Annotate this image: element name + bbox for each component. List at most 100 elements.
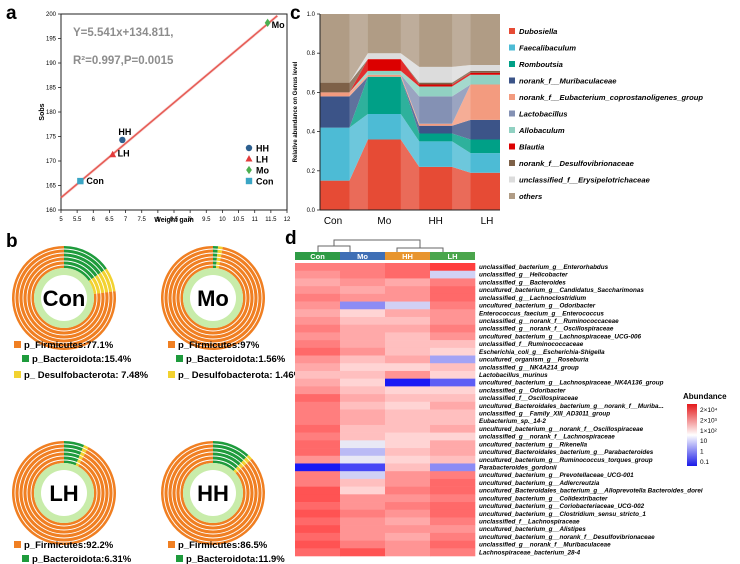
- row-label: unclassified_g__norank_f__Muribaculaceae: [479, 542, 611, 549]
- ring-divider: [179, 459, 247, 527]
- x-axis-label: Weight gain: [154, 217, 194, 224]
- legend-text-firmicutes: p_Firmicutes:77.1%: [24, 340, 114, 351]
- legend-swatch-firmicutes: [168, 341, 175, 348]
- row-label: Lachnospiraceae_bacterium_28-4: [479, 549, 581, 556]
- heatmap-cell: [385, 532, 431, 541]
- heatmap-cell: [340, 409, 386, 418]
- heatmap-cell: [295, 478, 341, 487]
- heatmap-cell: [430, 378, 476, 387]
- legend-label: Lactobacillus: [519, 110, 568, 119]
- heatmap-cell: [295, 455, 341, 464]
- heatmap-cell: [385, 270, 431, 279]
- y-tick-label: 180: [46, 110, 57, 116]
- x-tick-label: 5: [59, 217, 63, 223]
- heatmap-cell: [430, 540, 476, 549]
- heatmap-cell: [340, 324, 386, 333]
- area-allobaculum: [320, 70, 500, 97]
- heatmap-cell: [385, 309, 431, 318]
- heatmap-cell: [340, 355, 386, 364]
- column-header-mo: [340, 252, 385, 260]
- heatmap-cell: [385, 494, 431, 503]
- heatmap-cell: [340, 440, 386, 449]
- legend-swatch: [509, 28, 515, 34]
- heatmap-cell: [430, 417, 476, 426]
- x-tick-label: 11: [252, 217, 259, 223]
- heatmap-cell: [295, 448, 341, 457]
- donut-lh: LH p_Firmicutes:92.2% p_Bacteroidota:6.31%…: [11, 441, 132, 564]
- legend-swatch-bacteroidota: [22, 555, 29, 562]
- heatmap-cell: [430, 409, 476, 418]
- heatmap-cell: [430, 548, 476, 557]
- donut-center-label: Con: [43, 286, 86, 311]
- heatmap-cell: [430, 340, 476, 349]
- column-header-lh: [430, 252, 475, 260]
- panel-letter-d: d: [285, 228, 297, 249]
- area-norank-f-eubacterium-coprostanoligenes-group: [320, 74, 500, 126]
- heatmap-cell: [385, 386, 431, 395]
- ring-divider: [163, 443, 263, 543]
- heatmap-cell: [295, 463, 341, 472]
- heatmap-cell: [295, 286, 341, 295]
- row-label: uncultured_bacterium_g__Adlercreutzia: [479, 480, 600, 487]
- heatmap-cell: [295, 548, 341, 557]
- heatmap-cell: [385, 378, 431, 387]
- x-tick-label: 5.5: [73, 217, 82, 223]
- column-header-label: HH: [402, 252, 413, 261]
- y-tick-label: 190: [46, 61, 57, 67]
- row-label: uncultured_bacterium_g__Clostridium_sens…: [479, 511, 646, 518]
- donut-center-label: Mo: [197, 286, 229, 311]
- row-label: Eubacterium_sp._14-2: [479, 418, 546, 425]
- y-tick-label: 165: [46, 184, 57, 190]
- heatmap-cell: [340, 424, 386, 433]
- legend-text-bacteroidota: p_Bacteroidota:6.31%: [32, 554, 132, 564]
- heatmap-cell: [385, 517, 431, 526]
- heatmap-cell: [340, 517, 386, 526]
- heatmap-cell: [340, 478, 386, 487]
- row-label: uncultured_bacterium_g__Rikenella: [479, 441, 588, 448]
- row-label: uncultured_organism_g__Roseburia: [479, 357, 589, 364]
- panel-letter-c: c: [290, 3, 301, 24]
- point-label-hh: HH: [118, 127, 131, 137]
- heatmap-cell: [385, 486, 431, 495]
- ring-divider: [18, 447, 110, 539]
- heatmap-cell: [295, 517, 341, 526]
- ring-divider: [26, 260, 102, 336]
- y-axis-label: Relative abundance on Genus level: [293, 61, 299, 162]
- x-tick-label: LH: [481, 216, 494, 227]
- heatmap-cell: [295, 316, 341, 325]
- row-label: uncultured_bacterium_g__Odoribacter: [479, 303, 596, 310]
- heatmap-cell: [340, 394, 386, 403]
- x-axis-ticks: Con Mo HH LH: [324, 216, 494, 227]
- legend-swatch-bacteroidota: [176, 555, 183, 562]
- row-label: unclassified_g__Bacteroides: [479, 279, 566, 286]
- heatmap-cell: [295, 263, 341, 272]
- heatmap-cell: [385, 316, 431, 325]
- ring-divider: [18, 252, 110, 344]
- heatmap-cell: [340, 263, 386, 272]
- legend-swatch-desulfobacterota: [14, 371, 21, 378]
- legend-marker-hh: [245, 144, 253, 152]
- row-label: uncultured_bacterium_g__Alistipes: [479, 526, 586, 533]
- ring-divider: [167, 447, 259, 539]
- x-tick-label: 6: [92, 217, 96, 223]
- y-tick-label: 0.0: [307, 208, 316, 214]
- heatmap-cell: [340, 309, 386, 318]
- heatmap-cell: [385, 471, 431, 480]
- heatmap-cell: [385, 340, 431, 349]
- y-tick-label: 170: [46, 159, 57, 165]
- legend-label: Mo: [256, 166, 269, 176]
- legend-swatch: [509, 110, 515, 117]
- legend-label: norank_f__Desulfovibrionaceae: [519, 159, 635, 168]
- heatmap-cell: [340, 301, 386, 310]
- legend-swatch: [509, 160, 515, 166]
- regression-stats: R²=0.997,P=0.0015: [73, 55, 174, 67]
- transition-shade: [452, 14, 471, 210]
- legend-label: norank_f__Eubacterium_coprostanoligenes_…: [519, 93, 703, 102]
- heatmap-cell: [430, 332, 476, 341]
- donut-hh: HH p_Firmicutes:86.5% p_Bacteroidota:11.9%…: [160, 441, 285, 564]
- heatmap-cell: [385, 394, 431, 403]
- column-dendrogram: [317, 239, 444, 252]
- heatmap-cell: [430, 263, 476, 272]
- heatmap-cell: [430, 301, 476, 310]
- heatmap-cell: [340, 540, 386, 549]
